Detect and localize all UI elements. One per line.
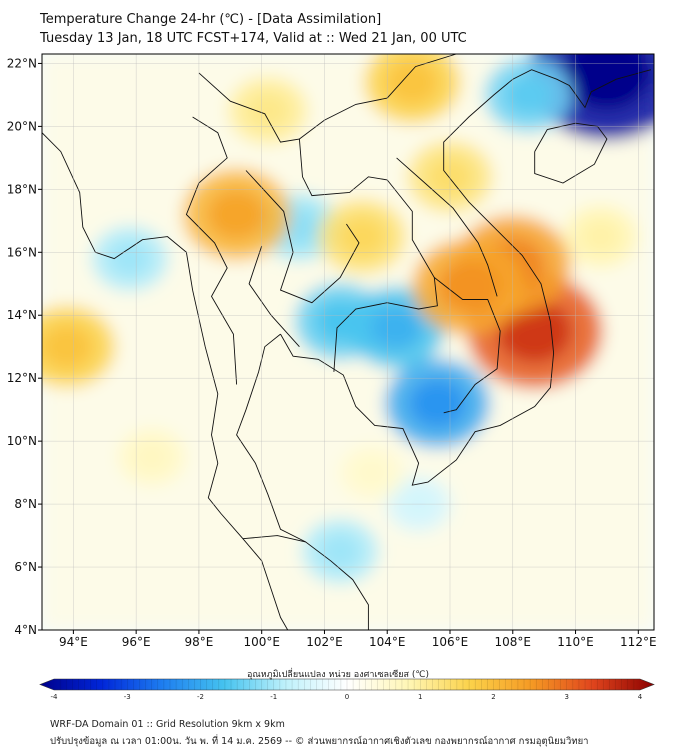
anomaly-field <box>42 54 654 630</box>
lon-tick-label: 94°E <box>59 635 88 649</box>
anomaly-core <box>42 324 94 370</box>
border-line <box>396 157 498 297</box>
colorbar-tick-label: 1 <box>418 693 422 701</box>
chart-subtitle: Tuesday 13 Jan, 18 UTC FCST+174, Valid a… <box>40 31 467 46</box>
anomaly-core <box>408 378 467 429</box>
border-line <box>280 69 652 486</box>
lat-tick-label: 12°N <box>7 371 37 385</box>
lon-tick-label: 112°E <box>620 635 657 649</box>
anomaly-core <box>504 74 553 116</box>
border-line <box>242 535 369 630</box>
lat-tick-label: 20°N <box>7 119 37 133</box>
anomaly-core <box>370 305 424 351</box>
anomaly-core <box>563 54 651 111</box>
anomaly-core <box>132 440 171 473</box>
lat-tick-label: 14°N <box>7 308 37 322</box>
colorbar-tick-label: 3 <box>565 693 569 701</box>
lat-tick-label: 10°N <box>7 434 37 448</box>
border-line <box>245 170 360 304</box>
lon-tick-label: 96°E <box>122 635 151 649</box>
anomaly-core <box>108 240 152 277</box>
lon-tick-label: 108°E <box>495 635 532 649</box>
lon-tick-label: 104°E <box>369 635 406 649</box>
anomaly-core <box>206 189 267 240</box>
colorbar-tick-label: 2 <box>491 693 495 701</box>
colorbar-tick-label: -3 <box>124 693 131 701</box>
border-line <box>42 132 289 630</box>
anomaly-core <box>437 260 501 314</box>
colorbar-tick-label: -1 <box>270 693 277 701</box>
anomaly-core <box>580 219 622 254</box>
footer-credit: ปรับปรุงข้อมูล ณ เวลา 01:00น. วัน พ. ที่… <box>50 736 589 747</box>
temperature-change-map: 94°E 96°E 98°E 100°E 102°E 104°E 106°E 108°E 110… <box>7 53 657 701</box>
map-frame <box>41 53 655 631</box>
coastline-borders <box>42 54 652 630</box>
footer-model-info: WRF-DA Domain 01 :: Grid Resolution 9km … <box>50 719 285 730</box>
gridlines <box>42 54 654 630</box>
lon-tick-label: 110°E <box>557 635 594 649</box>
lon-tick-label: 102°E <box>306 635 343 649</box>
lon-tick-label: 98°E <box>184 635 213 649</box>
border-line <box>299 54 457 140</box>
colorbar-tick-label: 0 <box>345 693 349 701</box>
lat-tick-label: 6°N <box>14 560 37 574</box>
lat-tick-label: 8°N <box>14 497 37 511</box>
colorbar-title: อุณหภูมิเปลี่ยนแปลง หน่วย องศาเซลเซียส (… <box>246 670 430 680</box>
chart-title: Temperature Change 24-hr (℃) - [Data Ass… <box>40 12 382 27</box>
anomaly-core <box>245 91 290 130</box>
anomaly-core <box>318 533 362 570</box>
border-line <box>434 277 501 414</box>
lat-tick-label: 22°N <box>7 56 37 70</box>
colorbar-gradient <box>39 678 655 691</box>
lat-tick-label: 4°N <box>14 623 37 637</box>
anomaly-core <box>385 59 439 105</box>
lat-tick-label: 18°N <box>7 182 37 196</box>
border-line <box>236 333 306 543</box>
border-line <box>534 122 608 184</box>
colorbar-tick-label: -4 <box>51 693 59 701</box>
lat-axis: 22°N 20°N 18°N 16°N 14°N 12°N 10°N 8°N 6°N 4°N <box>7 56 42 637</box>
lon-axis: 94°E 96°E 98°E 100°E 102°E 104°E 106°E 108°E 110… <box>59 630 657 649</box>
lon-tick-label: 106°E <box>432 635 469 649</box>
colorbar: -4 -3 -2 -1 0 1 2 3 4 <box>39 678 655 701</box>
anomaly-core <box>353 457 390 489</box>
lat-tick-label: 16°N <box>7 245 37 259</box>
border-line <box>248 245 300 348</box>
lon-tick-label: 100°E <box>243 635 280 649</box>
colorbar-tick-label: -2 <box>197 693 204 701</box>
colorbar-tick-label: 4 <box>638 693 643 701</box>
anomaly-core <box>337 215 387 258</box>
